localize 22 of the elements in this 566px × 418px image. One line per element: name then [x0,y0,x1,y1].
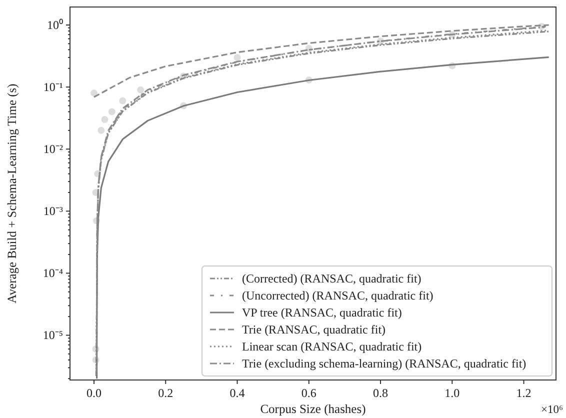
y-axis-title: Average Build + Schema-Learning Time (s) [5,84,19,304]
y-tick-label: 10⁰ [47,18,63,32]
x-tick-label: 1.0 [444,386,460,400]
x-tick-label: 0.6 [301,386,316,400]
y-tick-label: 10⁻⁵ [42,328,63,342]
text: ×10⁶ [541,404,563,416]
legend-label: (Uncorrected) (RANSAC, quadratic fit) [242,288,434,302]
x-tick-label: 1.2 [516,386,532,400]
legend-label: VP tree (RANSAC, quadratic fit) [242,306,402,320]
x-tick-label: 0.8 [373,386,388,400]
x-tick-label: 0.0 [86,386,102,400]
y-tick-label: 10⁻¹ [43,80,64,94]
x-tick-label: 0.4 [230,386,245,400]
y-tick-label: 10⁻³ [43,204,64,218]
x-tick-label: 0.2 [158,386,174,400]
legend-label: (Corrected) (RANSAC, quadratic fit) [242,272,422,286]
legend-label: Linear scan (RANSAC, quadratic fit) [242,340,422,354]
legend-label: Trie (RANSAC, quadratic fit) [242,322,386,336]
x-axis-title: Corpus Size (hashes) [260,402,366,416]
legend-label: Trie (excluding schema-learning) (RANSAC, quadratic fit) [242,356,526,370]
y-tick-label: 10⁻⁴ [42,266,63,280]
y-tick-label: 10⁻² [43,142,64,156]
